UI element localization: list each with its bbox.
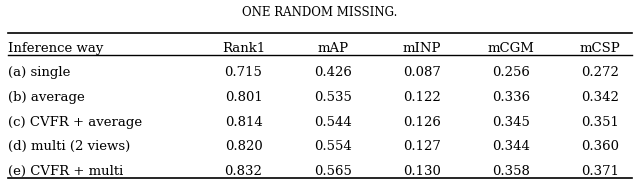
Text: Rank1: Rank1 <box>222 42 265 55</box>
Text: (a) single: (a) single <box>8 66 70 80</box>
Text: 0.426: 0.426 <box>314 66 352 80</box>
Text: 0.820: 0.820 <box>225 140 262 153</box>
Text: 0.358: 0.358 <box>492 165 530 177</box>
Text: mCGM: mCGM <box>488 42 534 55</box>
Text: 0.371: 0.371 <box>581 165 620 177</box>
Text: 0.122: 0.122 <box>403 91 441 104</box>
Text: 0.801: 0.801 <box>225 91 262 104</box>
Text: mCSP: mCSP <box>580 42 621 55</box>
Text: Inference way: Inference way <box>8 42 103 55</box>
Text: 0.554: 0.554 <box>314 140 351 153</box>
Text: (e) CVFR + multi: (e) CVFR + multi <box>8 165 123 177</box>
Text: 0.272: 0.272 <box>582 66 620 80</box>
Text: 0.535: 0.535 <box>314 91 352 104</box>
Text: (c) CVFR + average: (c) CVFR + average <box>8 116 142 129</box>
Text: 0.087: 0.087 <box>403 66 441 80</box>
Text: 0.565: 0.565 <box>314 165 352 177</box>
Text: 0.544: 0.544 <box>314 116 351 129</box>
Text: 0.344: 0.344 <box>492 140 530 153</box>
Text: 0.345: 0.345 <box>492 116 530 129</box>
Text: 0.336: 0.336 <box>492 91 530 104</box>
Text: (b) average: (b) average <box>8 91 84 104</box>
Text: 0.832: 0.832 <box>225 165 262 177</box>
Text: mAP: mAP <box>317 42 348 55</box>
Text: 0.351: 0.351 <box>582 116 620 129</box>
Text: 0.715: 0.715 <box>225 66 262 80</box>
Text: 0.814: 0.814 <box>225 116 262 129</box>
Text: 0.256: 0.256 <box>492 66 530 80</box>
Text: mINP: mINP <box>403 42 441 55</box>
Text: 0.360: 0.360 <box>581 140 620 153</box>
Text: (d) multi (2 views): (d) multi (2 views) <box>8 140 130 153</box>
Text: 0.126: 0.126 <box>403 116 441 129</box>
Text: 0.342: 0.342 <box>582 91 620 104</box>
Text: 0.130: 0.130 <box>403 165 441 177</box>
Text: ONE RANDOM MISSING.: ONE RANDOM MISSING. <box>243 6 397 19</box>
Text: 0.127: 0.127 <box>403 140 441 153</box>
